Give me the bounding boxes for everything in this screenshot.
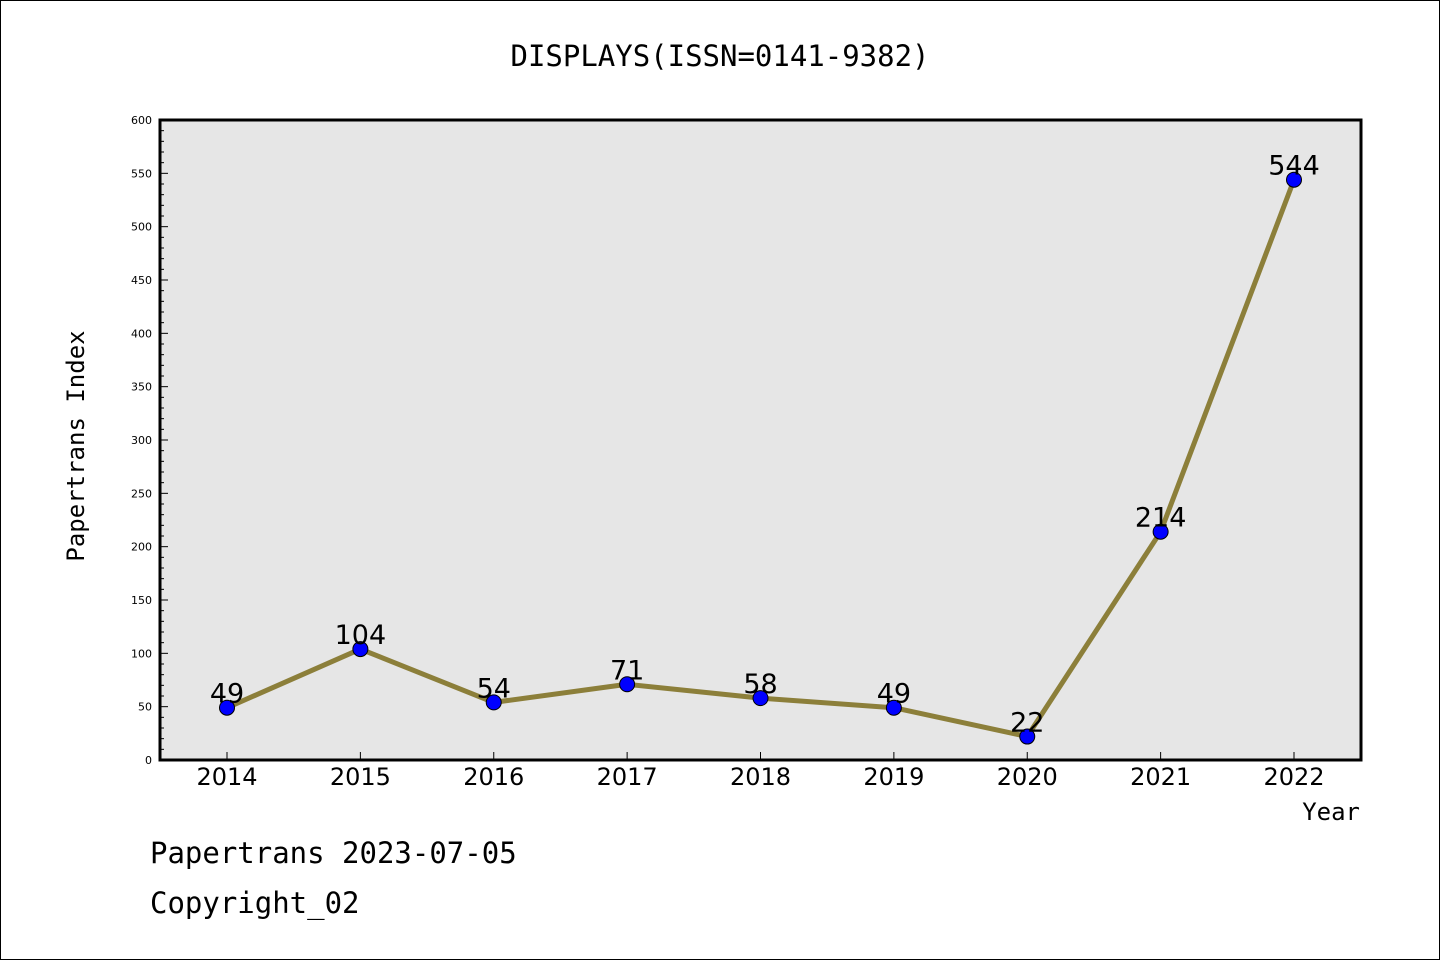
plot-area	[158, 118, 1363, 762]
x-tick-label: 2022	[1263, 763, 1324, 791]
y-tick-label: 0	[145, 754, 152, 767]
x-axis-label: Year	[1302, 798, 1360, 826]
data-label: 22	[1010, 708, 1044, 739]
x-tick-label: 2017	[597, 763, 658, 791]
y-tick-label: 150	[131, 594, 152, 607]
data-label: 58	[743, 669, 777, 700]
y-tick-label: 500	[131, 221, 152, 234]
x-tick-label: 2015	[330, 763, 391, 791]
data-point	[752, 690, 769, 707]
series-layer	[219, 171, 1302, 745]
data-label: 49	[877, 679, 911, 710]
data-label: 54	[477, 673, 511, 704]
data-label: 214	[1135, 503, 1187, 534]
y-tick-label: 250	[131, 487, 152, 500]
footer-copyright: Copyright_02	[150, 886, 360, 920]
y-tick-label: 600	[131, 114, 152, 127]
y-axis-label: Papertrans Index	[62, 330, 90, 561]
y-tick-label: 100	[131, 647, 152, 660]
data-labels: 49 104 54 71 58 49 22 214 544	[210, 151, 1320, 739]
footer-date: Papertrans 2023-07-05	[150, 836, 517, 870]
x-tick-label: 2018	[730, 763, 791, 791]
chart-title: DISPLAYS(ISSN=0141-9382)	[510, 39, 929, 73]
x-axis: 2014 2015 2016 2017 2018 2019 2020 2021 2022	[196, 752, 1325, 791]
data-label: 49	[210, 679, 244, 710]
y-tick-label: 550	[131, 167, 152, 180]
y-tick-label: 450	[131, 274, 152, 287]
x-tick-label: 2021	[1130, 763, 1191, 791]
data-label: 71	[610, 655, 644, 686]
y-tick-label: 400	[131, 327, 152, 340]
y-tick-label: 300	[131, 434, 152, 447]
x-tick-label: 2019	[863, 763, 924, 791]
y-tick-label: 50	[138, 701, 152, 714]
data-point	[619, 676, 636, 693]
x-tick-label: 2020	[997, 763, 1058, 791]
y-tick-label: 350	[131, 381, 152, 394]
data-point	[885, 699, 902, 716]
data-point	[352, 641, 369, 658]
x-tick-label: 2016	[463, 763, 524, 791]
y-tick-label: 200	[131, 541, 152, 554]
y-axis: 0 50 100 150 200 250 300 350 400 450 500 550 600	[131, 114, 168, 767]
data-label: 544	[1268, 151, 1320, 182]
x-tick-label: 2014	[196, 763, 257, 791]
data-point	[1019, 728, 1036, 745]
data-point	[485, 694, 502, 711]
data-point	[1286, 171, 1302, 188]
data-label: 104	[335, 620, 387, 651]
data-point	[1152, 523, 1169, 540]
data-point	[219, 699, 235, 716]
